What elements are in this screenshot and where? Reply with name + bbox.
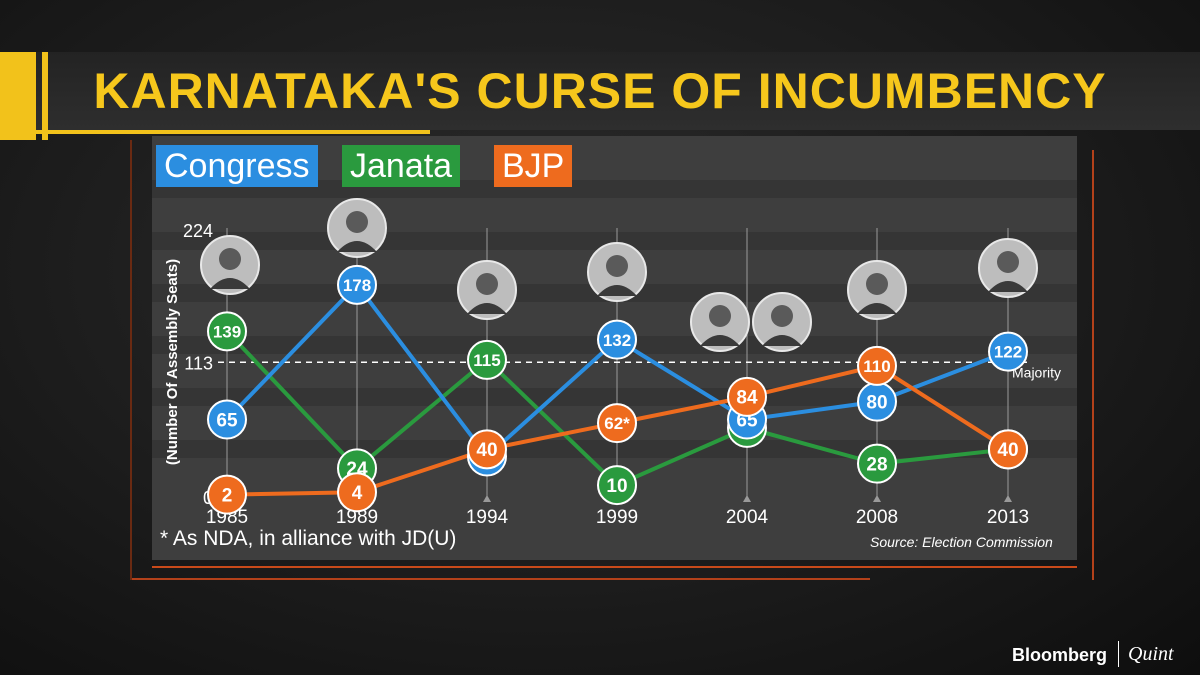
x-tick-label: 1994 — [466, 507, 509, 528]
brand-quint: Quint — [1128, 643, 1174, 665]
data-point-bjp — [337, 472, 377, 513]
data-point-bjp — [207, 474, 247, 515]
data-point-bjp — [857, 345, 897, 386]
data-label-janata: 139 — [213, 322, 241, 341]
portrait-head — [476, 273, 498, 295]
data-point-congress — [988, 331, 1028, 372]
y-tick-label: 224 — [183, 221, 213, 241]
x-tick-label: 1999 — [596, 507, 638, 528]
title-underline — [0, 130, 430, 134]
data-point-janata — [857, 443, 897, 484]
x-tick-marker — [743, 495, 751, 502]
data-label-congress: 178 — [343, 276, 371, 295]
portrait-head — [771, 305, 793, 327]
data-point-bjp — [727, 376, 767, 417]
brand-separator — [1118, 641, 1119, 667]
footnote: * As NDA, in alliance with JD(U) — [160, 527, 457, 550]
portrait-shoulders — [857, 303, 897, 314]
frame-line-bottom-outer — [130, 578, 870, 580]
x-tick-label: 2008 — [856, 507, 898, 528]
frame-line-left — [130, 140, 132, 580]
data-label-janata: 28 — [866, 454, 887, 475]
page-title: KARNATAKA'S CURSE OF INCUMBENCY — [93, 63, 1107, 119]
data-point-congress — [337, 264, 377, 305]
yellow-accent-stripe — [42, 52, 48, 140]
portrait-shoulders — [597, 285, 637, 296]
data-label-bjp: 84 — [736, 388, 758, 409]
data-label-congress: 65 — [216, 410, 238, 431]
portrait-shoulders — [762, 335, 802, 346]
portrait-shoulders — [337, 241, 377, 252]
portrait-head — [346, 211, 368, 233]
legend-janata: Janata — [342, 145, 461, 187]
data-label-bjp: 40 — [997, 440, 1018, 461]
data-label-bjp: 40 — [476, 440, 497, 461]
data-label-congress: 132 — [603, 331, 631, 350]
data-point-bjp — [988, 429, 1028, 470]
x-tick-marker — [873, 495, 881, 502]
data-point-congress — [207, 399, 247, 440]
y-tick-label: 113 — [184, 353, 213, 373]
data-point-janata — [467, 339, 507, 380]
data-label-bjp: 2 — [222, 485, 233, 506]
data-point-congress — [597, 319, 637, 360]
data-label-congress: 122 — [994, 343, 1022, 362]
data-label-janata: 115 — [473, 351, 500, 370]
panel-strip — [152, 388, 1077, 406]
portrait-head — [709, 305, 731, 327]
source-note: Source: Election Commission — [870, 534, 1053, 550]
data-point-janata — [597, 465, 637, 506]
data-point-janata — [207, 311, 247, 352]
portrait-shoulders — [467, 303, 507, 314]
data-point-bjp — [597, 403, 637, 444]
portrait-shoulders — [210, 278, 250, 289]
portrait-head — [866, 273, 888, 295]
portrait-head — [997, 251, 1019, 273]
x-tick-label: 1989 — [336, 507, 378, 528]
frame-line-bottom — [152, 566, 1077, 568]
data-label-janata: 10 — [606, 476, 627, 497]
y-axis-label: (Number Of Assembly Seats) — [164, 259, 181, 465]
x-tick-label: 1985 — [206, 507, 248, 528]
data-label-bjp: 110 — [863, 357, 890, 376]
yellow-accent-block — [0, 52, 36, 140]
data-label-bjp: 4 — [352, 483, 363, 504]
x-tick-label: 2013 — [987, 507, 1029, 528]
x-tick-marker — [483, 495, 491, 502]
portrait-shoulders — [700, 335, 740, 346]
portrait-head — [606, 255, 628, 277]
portrait-head — [219, 248, 241, 270]
x-tick-marker — [1004, 495, 1012, 502]
majority-label: Majority — [1012, 364, 1061, 380]
frame-line-right — [1092, 150, 1094, 580]
data-point-bjp — [467, 429, 507, 470]
title-band — [0, 52, 1200, 130]
data-label-bjp: 62* — [604, 414, 630, 433]
portrait-shoulders — [988, 281, 1028, 292]
legend-congress: Congress — [156, 145, 318, 187]
brand-bloomberg: Bloomberg — [1012, 645, 1108, 665]
legend-bjp: BJP — [494, 145, 573, 187]
data-label-congress: 80 — [866, 392, 887, 413]
x-tick-label: 2004 — [726, 507, 769, 528]
